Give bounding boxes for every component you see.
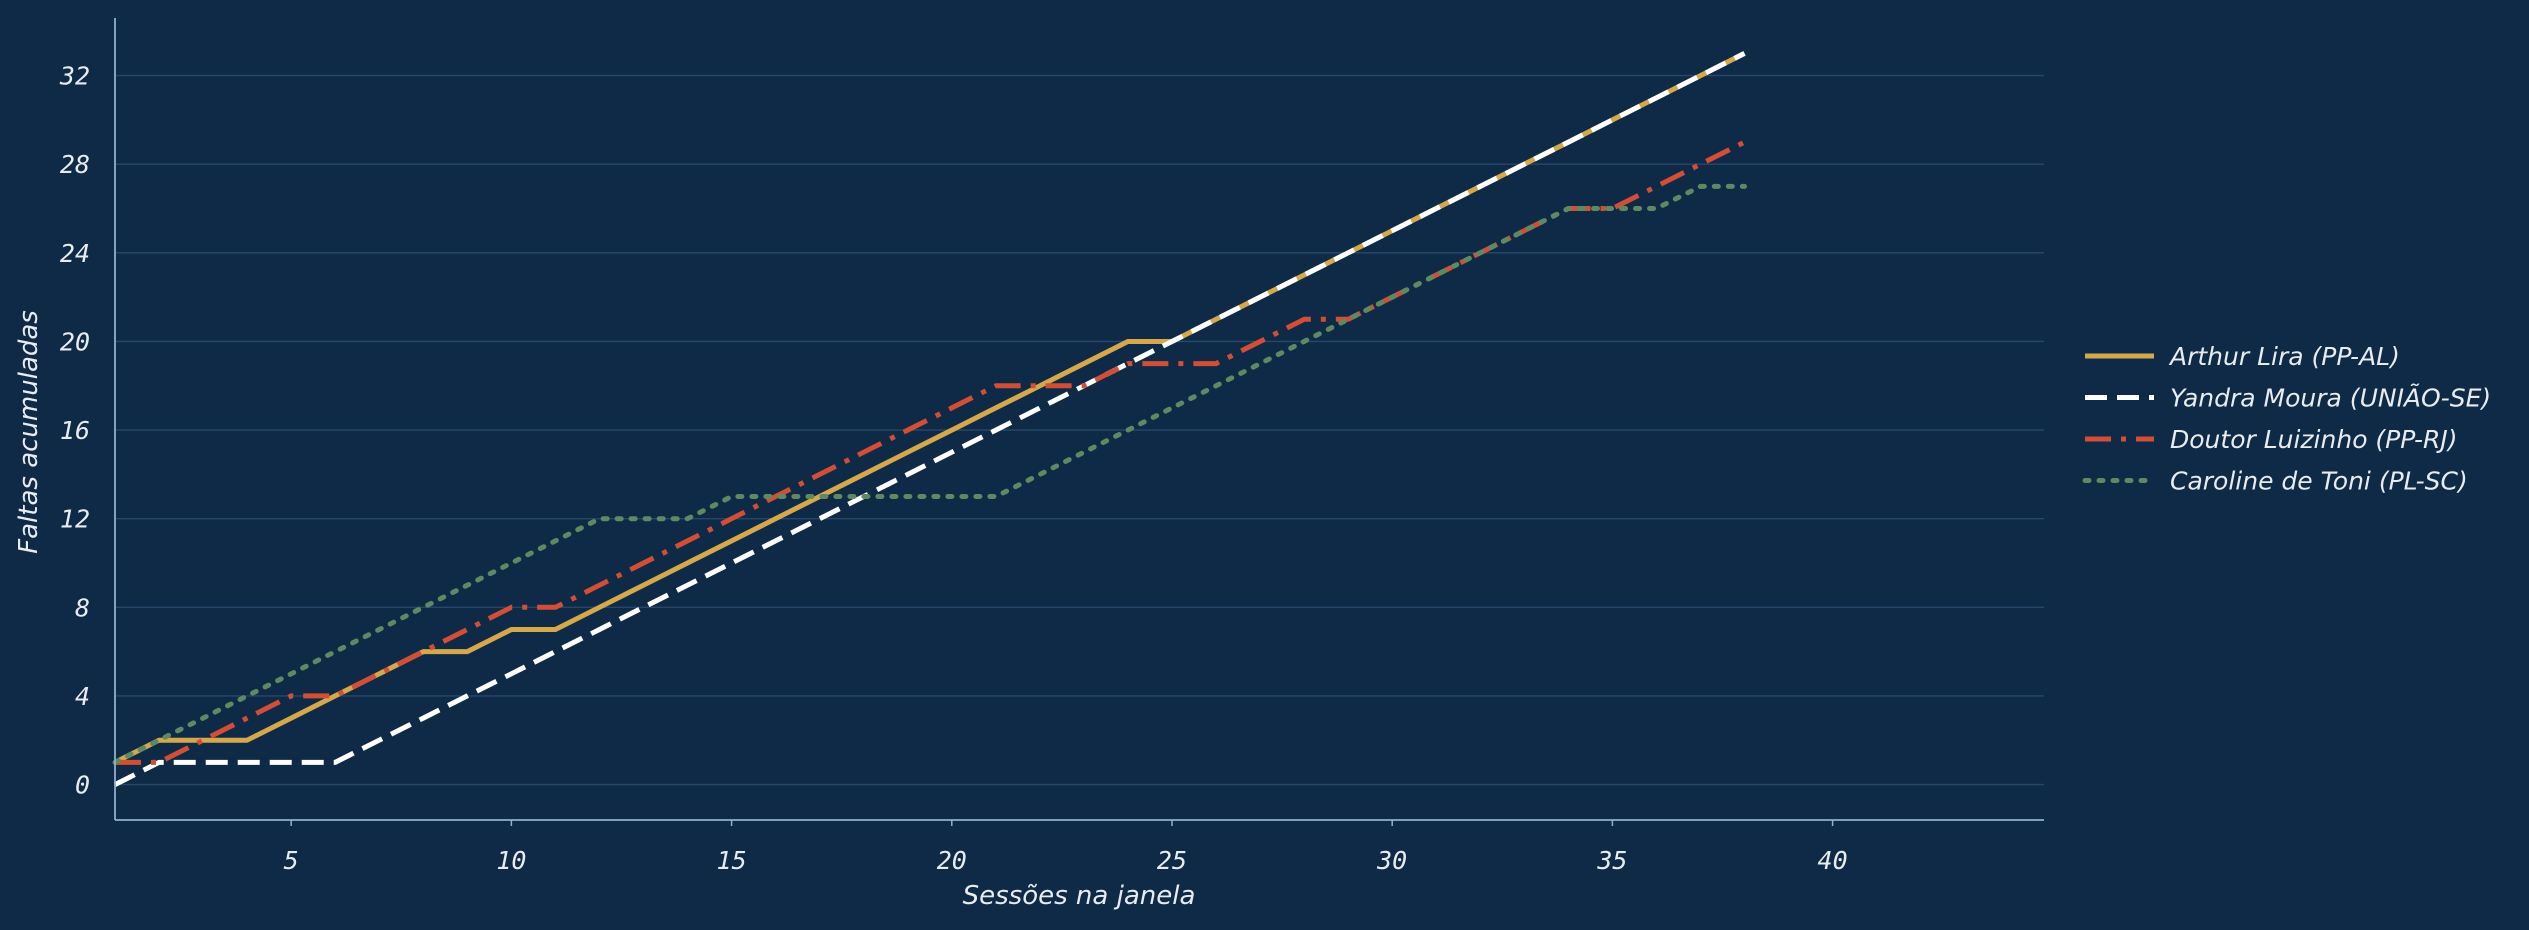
axes: [114, 18, 2044, 826]
x-tick-label: 35: [1596, 846, 1627, 875]
x-tick-label: 15: [717, 846, 747, 875]
y-tick-label: 4: [75, 682, 90, 711]
legend-label-2: Yandra Moura (UNIÃO-SE): [2170, 383, 2491, 413]
y-tick-label: 0: [75, 771, 90, 800]
x-tick-label: 20: [937, 846, 967, 875]
y-tick-label: 12: [60, 505, 90, 534]
x-tick-label: 10: [496, 846, 526, 875]
y-tick-label: 28: [60, 150, 90, 179]
y-tick-label: 20: [60, 327, 90, 356]
series-layer: [112, 51, 1747, 787]
x-tick-label: 5: [284, 846, 299, 875]
legend: Arthur Lira (PP-AL) Yandra Moura (UNIÃO-S…: [2082, 342, 2491, 496]
x-tick-label: 30: [1376, 846, 1407, 875]
legend-label-3: Doutor Luizinho (PP-RJ): [2170, 425, 2458, 454]
y-axis-label: Faltas acumuladas: [14, 310, 44, 554]
y-tick-label: 32: [59, 62, 90, 91]
legend-label-4: Caroline de Toni (PL-SC): [2170, 467, 2468, 496]
x-tick-label: 40: [1818, 846, 1848, 875]
series-line-3: [115, 139, 1746, 765]
legend-label-1: Arthur Lira (PP-AL): [2168, 342, 2400, 371]
grid-lines: [115, 74, 2044, 786]
x-axis-label: Sessões na janela: [963, 881, 1196, 911]
y-tick-label: 16: [60, 416, 90, 445]
x-tick-label: 25: [1157, 846, 1187, 875]
y-tick-label: 24: [60, 239, 90, 268]
y-tick-label: 8: [75, 593, 90, 622]
tick-labels: 0 4 8 12 16 20 24 28 32 5 10 15 20 25 30 35 40: [59, 62, 1848, 875]
